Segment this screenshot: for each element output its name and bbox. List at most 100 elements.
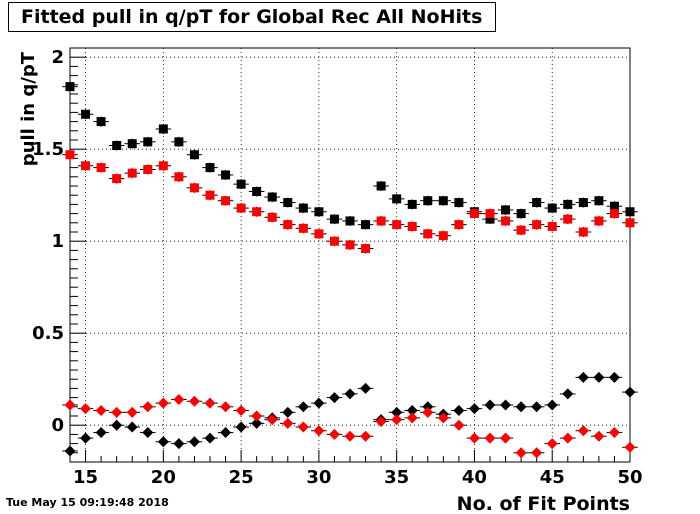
data-point (577, 371, 589, 383)
data-point (157, 436, 169, 448)
data-point (406, 412, 418, 424)
data-point (608, 427, 620, 439)
data-point (127, 139, 137, 149)
chart-title: Fitted pull in q/pT for Global Rec All N… (21, 6, 483, 28)
series-1 (62, 81, 638, 230)
data-point (174, 172, 184, 182)
data-point (313, 425, 325, 437)
axis-ticks (69, 47, 631, 463)
x-tick-label: 30 (306, 467, 331, 488)
x-tick-label: 25 (229, 467, 254, 488)
data-point (205, 190, 215, 200)
data-point (112, 174, 122, 184)
data-point (625, 207, 635, 217)
data-point (422, 406, 434, 418)
data-point (252, 187, 262, 197)
data-point (361, 244, 371, 254)
data-point (423, 229, 433, 239)
plot-frame (69, 47, 631, 463)
x-tick-label: 35 (384, 467, 409, 488)
data-point (531, 447, 543, 459)
data-point (375, 416, 387, 428)
y-tick-label: 2 (51, 47, 64, 68)
data-point (313, 397, 325, 409)
data-point (563, 199, 573, 209)
data-point (221, 170, 231, 180)
data-point (188, 395, 200, 407)
data-point (578, 198, 588, 208)
data-point (220, 401, 232, 413)
grid-lines (70, 48, 631, 462)
data-point (142, 401, 154, 413)
series-3 (62, 371, 638, 457)
data-point (500, 432, 512, 444)
data-point (80, 403, 92, 415)
data-point (376, 181, 386, 191)
data-point (453, 404, 465, 416)
data-point (392, 194, 402, 204)
data-point (111, 419, 123, 431)
timestamp-label: Tue May 15 09:19:48 2018 (6, 496, 169, 509)
x-axis-label: No. of Fit Points (457, 493, 630, 514)
data-point (96, 117, 106, 127)
data-point (81, 161, 91, 171)
data-point (282, 417, 294, 429)
chart-title-box: Fitted pull in q/pT for Global Rec All N… (8, 2, 496, 32)
data-point (126, 406, 138, 418)
data-point (469, 209, 479, 219)
data-point (143, 164, 153, 174)
data-point (189, 150, 199, 160)
data-point (173, 438, 185, 450)
data-point (453, 419, 465, 431)
x-tick-label: 40 (462, 467, 487, 488)
data-point (297, 421, 309, 433)
data-point (515, 447, 527, 459)
data-point (282, 406, 294, 418)
data-point (484, 399, 496, 411)
data-point (221, 196, 231, 206)
data-point (236, 179, 246, 189)
data-point (608, 371, 620, 383)
data-point (112, 141, 122, 151)
data-point (95, 427, 107, 439)
data-point (235, 404, 247, 416)
data-point (126, 421, 138, 433)
data-point (563, 214, 573, 224)
data-point (547, 203, 557, 213)
data-point (65, 150, 75, 160)
data-point (532, 198, 542, 208)
data-point (468, 403, 480, 415)
data-point (298, 223, 308, 233)
data-point (625, 218, 635, 228)
y-tick-label: 0.5 (32, 323, 64, 344)
y-axis-label: pull in q/pT (18, 51, 39, 166)
axis-tick-labels: 15 20 25 30 35 40 45 50 0 0.5 1 1.5 2 (32, 47, 642, 488)
data-point (189, 183, 199, 193)
data-point (64, 445, 76, 457)
data-point (188, 436, 200, 448)
data-point (143, 137, 153, 147)
data-point (361, 220, 371, 230)
data-point (593, 430, 605, 442)
data-point (328, 428, 340, 440)
data-point (345, 216, 355, 226)
data-point (329, 236, 339, 246)
data-point (391, 414, 403, 426)
data-point (283, 198, 293, 208)
data-point (235, 421, 247, 433)
data-point (344, 388, 356, 400)
data-point (64, 399, 76, 411)
data-point (624, 386, 636, 398)
data-point (437, 412, 449, 424)
data-point (546, 438, 558, 450)
y-tick-label: 0 (51, 415, 64, 436)
data-points (62, 81, 638, 459)
x-tick-label: 50 (617, 467, 642, 488)
data-point (484, 432, 496, 444)
data-point (81, 109, 91, 119)
data-point (283, 220, 293, 230)
data-point (515, 401, 527, 413)
data-point (360, 430, 372, 442)
data-point (454, 198, 464, 208)
